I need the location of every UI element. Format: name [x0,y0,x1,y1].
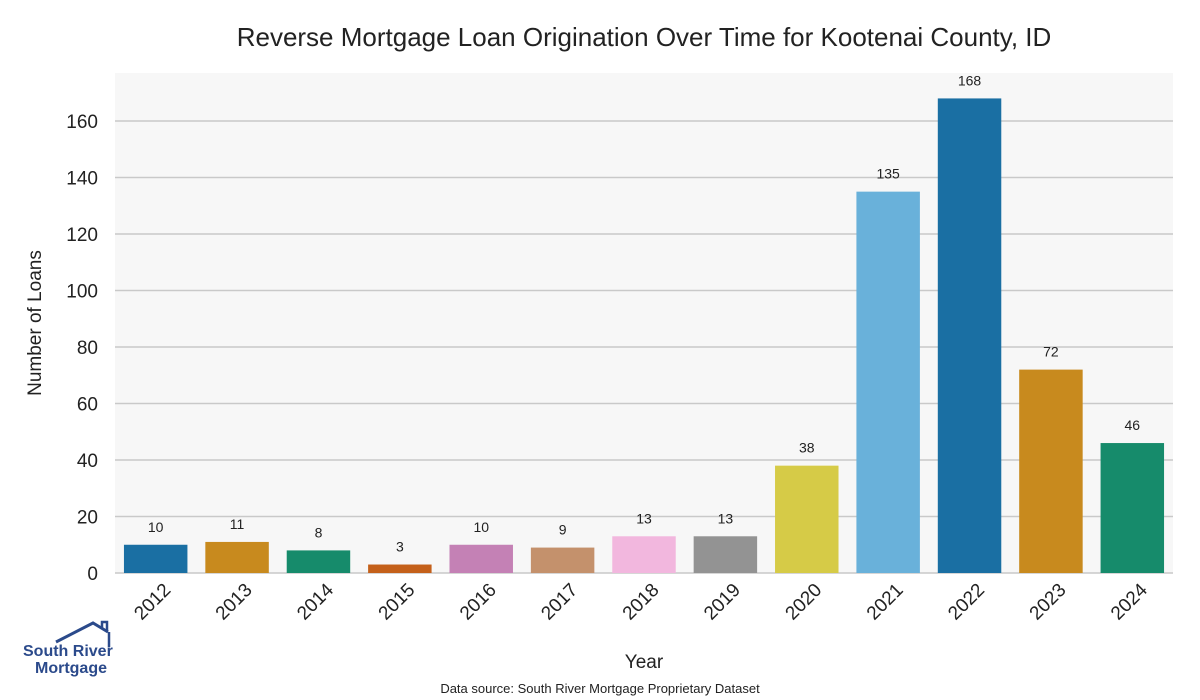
y-tick-label: 160 [66,112,98,133]
y-tick-label: 20 [77,508,98,529]
y-tick-label: 0 [87,564,98,585]
logo-text-line2: Mortgage [35,660,107,677]
bar-2013 [205,541,269,573]
bar-value-label: 46 [1125,417,1141,433]
bars [123,98,1165,573]
bar-value-label: 38 [799,440,815,456]
x-axis-ticks: 2012 2013 2014 2015 2016 2017 2018 2019 2020 2021… [130,579,1152,624]
x-tick-label: 2021 [863,580,908,625]
bar-value-label: 11 [230,516,245,532]
y-axis-label: Number of Loans [25,250,46,396]
x-tick-label: 2013 [212,580,257,625]
bar-2023 [1019,369,1083,573]
y-tick-label: 100 [66,282,98,303]
bar-2022 [937,98,1002,573]
x-tick-label: 2019 [700,580,745,625]
bar-value-label: 168 [958,72,982,88]
x-axis-label: Year [625,652,664,673]
company-logo: South River Mortgage [18,620,118,680]
bar-value-labels: 10 11 8 3 10 9 13 13 38 135 168 72 46 [148,72,1140,554]
bar-2021 [856,191,920,573]
bar-2024 [1100,443,1165,573]
x-tick-label: 2012 [130,580,175,625]
x-tick-label: 2014 [293,579,338,624]
bar-value-label: 10 [473,519,489,535]
bar-2012 [123,544,188,573]
bar-value-label: 72 [1043,344,1059,360]
bar-value-label: 3 [396,539,404,555]
x-tick-label: 2018 [619,580,664,625]
bar-2015 [368,564,432,573]
bar-value-label: 8 [315,524,323,540]
x-tick-label: 2015 [375,580,420,625]
bar-2019 [693,536,758,573]
y-axis-ticks: 0 20 40 60 80 100 120 140 160 [66,112,98,585]
bar-value-label: 135 [876,166,900,182]
bar-2014 [286,550,351,573]
bar-2020 [775,465,839,573]
x-tick-label: 2017 [537,580,582,625]
x-tick-label: 2024 [1107,579,1152,624]
bar-2016 [449,544,513,573]
y-tick-label: 80 [77,338,98,359]
house-roof-icon [55,620,111,647]
bar-value-label: 13 [718,510,734,526]
bar-value-label: 13 [636,510,652,526]
bar-value-label: 10 [148,519,164,535]
y-tick-label: 120 [66,225,98,246]
x-tick-label: 2023 [1026,580,1071,625]
chart-title: Reverse Mortgage Loan Origination Over T… [236,22,1052,52]
y-tick-label: 60 [77,395,98,416]
x-tick-label: 2020 [782,580,827,625]
x-tick-label: 2016 [456,580,501,625]
bar-value-label: 9 [559,522,567,538]
bar-2018 [612,536,676,573]
data-source-footnote: Data source: South River Mortgage Propri… [440,681,760,696]
x-tick-label: 2022 [944,580,989,625]
bar-2017 [530,547,595,573]
y-tick-label: 140 [66,169,98,190]
logo-text-line1: South River [23,643,113,660]
plot-background [115,73,1173,573]
y-tick-label: 40 [77,451,98,472]
